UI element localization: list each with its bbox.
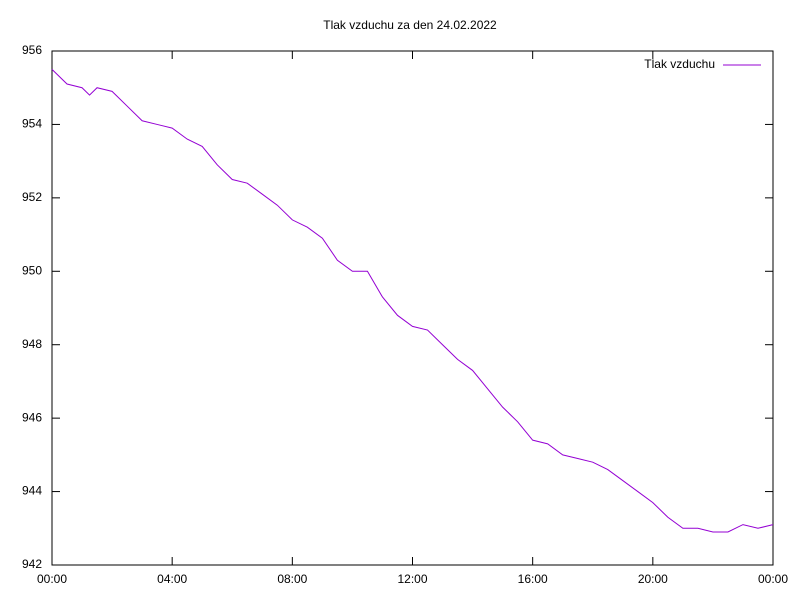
y-tick-label: 952 bbox=[22, 190, 42, 204]
y-tick-label: 956 bbox=[22, 43, 42, 57]
x-tick-label: 08:00 bbox=[277, 572, 307, 586]
chart-title: Tlak vzduchu za den 24.02.2022 bbox=[323, 18, 497, 32]
y-tick-label: 946 bbox=[22, 410, 42, 424]
data-line bbox=[51, 69, 774, 533]
y-tick-label: 948 bbox=[22, 337, 42, 351]
x-tick-label: 16:00 bbox=[518, 572, 548, 586]
x-tick-label: 04:00 bbox=[157, 572, 187, 586]
y-tick-label: 950 bbox=[22, 263, 42, 277]
x-tick-label: 00:00 bbox=[758, 572, 788, 586]
x-tick-label: 20:00 bbox=[638, 572, 668, 586]
y-tick-label: 942 bbox=[22, 557, 42, 571]
y-tick-label: 954 bbox=[22, 117, 42, 131]
y-tick-label: 944 bbox=[22, 484, 42, 498]
legend-label: Tlak vzduchu bbox=[644, 57, 715, 71]
x-tick-label: 12:00 bbox=[397, 572, 427, 586]
x-tick-label: 00:00 bbox=[37, 572, 67, 586]
